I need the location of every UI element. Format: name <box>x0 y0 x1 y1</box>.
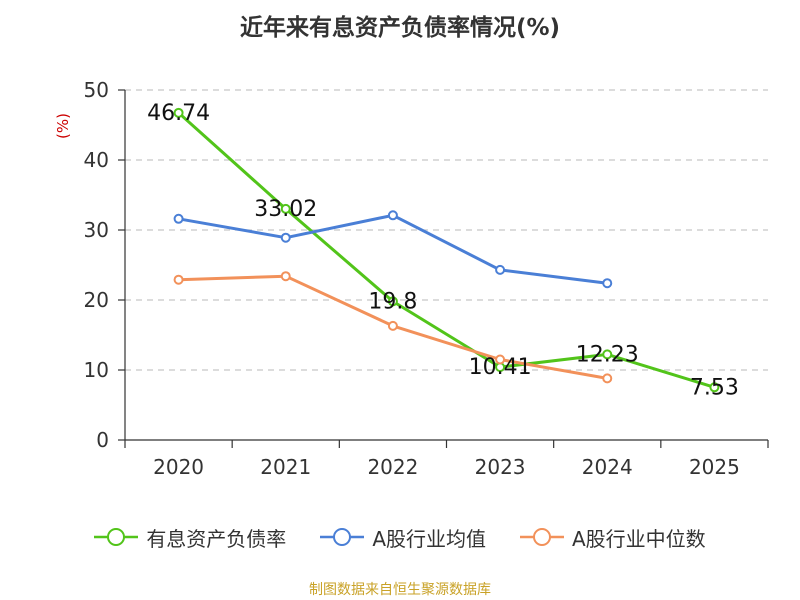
data-point <box>602 278 613 289</box>
data-point <box>602 373 613 384</box>
x-tick-label: 2022 <box>367 455 418 479</box>
data-point <box>495 264 506 275</box>
y-tick-label: 50 <box>84 78 109 102</box>
data-source-note: 制图数据来自恒生聚源数据库 <box>309 582 491 598</box>
data-point <box>709 382 720 393</box>
legend-swatch-icon <box>320 528 365 546</box>
legend-item[interactable]: A股行业均值 <box>320 523 486 552</box>
data-point <box>280 203 291 214</box>
y-tick-label: 20 <box>84 288 109 312</box>
data-point <box>173 213 184 224</box>
legend-label: A股行业中位数 <box>572 526 706 551</box>
data-point <box>280 232 291 243</box>
data-point <box>280 271 291 282</box>
data-label: 19.8 <box>368 289 417 314</box>
data-point <box>602 349 613 360</box>
data-point <box>387 320 398 331</box>
legend-label: A股行业均值 <box>372 526 486 551</box>
x-tick-label: 2021 <box>260 455 311 479</box>
legend-item[interactable]: A股行业中位数 <box>520 523 706 552</box>
legend-swatch-icon <box>94 528 139 546</box>
data-label: 12.23 <box>576 342 639 367</box>
x-tick-label: 2025 <box>689 455 740 479</box>
y-tick-label: 10 <box>84 358 109 382</box>
data-label: 46.74 <box>147 101 210 126</box>
x-tick-label: 2024 <box>582 455 633 479</box>
chart-legend: 有息资产负债率 A股行业均值 A股行业中位数 <box>0 521 800 553</box>
data-label: 7.53 <box>690 375 739 400</box>
y-axis-label: (%) <box>54 113 72 139</box>
data-point <box>495 354 506 365</box>
legend-label: 有息资产负债率 <box>146 526 287 551</box>
x-tick-label: 2023 <box>475 455 526 479</box>
series-line-1 <box>178 213 608 285</box>
series-line-0 <box>177 111 715 389</box>
y-tick-label: 0 <box>96 428 109 452</box>
y-tick-label: 30 <box>84 218 109 242</box>
data-point <box>387 210 398 221</box>
data-point <box>387 296 398 307</box>
y-tick-label: 40 <box>84 148 109 172</box>
data-point <box>173 274 184 285</box>
chart-title: 近年来有息资产负债率情况(%) <box>239 15 561 41</box>
x-tick-label: 2020 <box>153 455 204 479</box>
data-label: 33.02 <box>254 197 317 222</box>
data-point <box>173 107 184 118</box>
legend-item[interactable]: 有息资产负债率 <box>94 523 286 552</box>
data-label: 10.41 <box>469 355 532 380</box>
legend-swatch-icon <box>520 528 564 546</box>
